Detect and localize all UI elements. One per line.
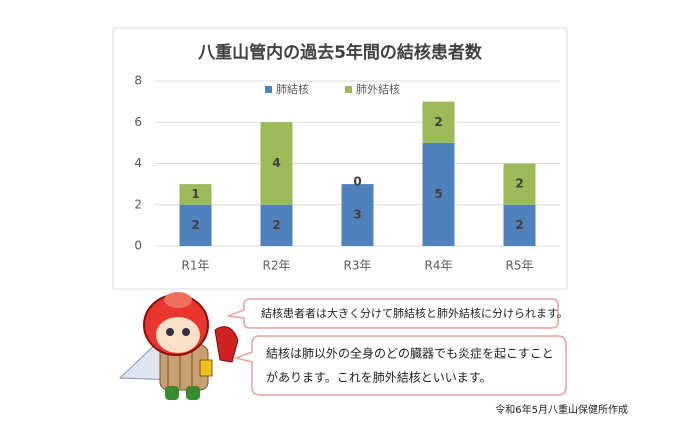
note-text: 結核は肺以外の全身のどの臓器でも炎症を起こすこと	[266, 346, 554, 361]
x-tick-label: R5年	[506, 259, 534, 273]
bar-segment	[341, 184, 374, 246]
y-tick-label: 6	[134, 115, 142, 129]
legend-swatch	[345, 86, 352, 93]
x-tick-label: R3年	[344, 259, 372, 273]
chart-title: 八重山管内の過去5年間の結核患者数	[198, 42, 483, 63]
data-label: 2	[272, 218, 280, 232]
data-label: 0	[353, 175, 361, 189]
data-label: 3	[353, 208, 361, 222]
legend-swatch	[265, 86, 272, 93]
note-text: があります。これを肺外結核といいます。	[266, 370, 492, 385]
mascot	[118, 292, 239, 400]
data-label: 2	[515, 177, 523, 191]
y-tick-label: 2	[134, 197, 142, 211]
data-label: 2	[434, 115, 442, 129]
x-tick-label: R1年	[182, 259, 210, 273]
speech-bubble	[227, 298, 559, 329]
bar-segment	[422, 142, 455, 246]
bar-segment	[503, 163, 536, 205]
y-tick-label: 8	[134, 74, 142, 88]
legend-label: 肺結核	[276, 82, 309, 96]
bar-segment	[179, 204, 212, 246]
note-text: 結核患者者は大きく分けて肺結核と肺外結核に分けられます。	[261, 306, 568, 320]
x-tick-label: R2年	[263, 259, 291, 273]
y-tick-label: 4	[134, 156, 142, 170]
data-label: 1	[191, 187, 199, 201]
y-tick-label: 0	[134, 239, 142, 253]
bar-segment	[503, 204, 536, 246]
legend-label: 肺外結核	[356, 82, 400, 96]
bar-segment	[260, 122, 293, 205]
data-label: 5	[434, 187, 442, 201]
bar-segment	[179, 184, 212, 205]
x-tick-label: R4年	[425, 259, 453, 273]
chart-frame	[112, 27, 568, 290]
speech-bubble	[233, 335, 567, 396]
footer: 令和6年5月八重山保健所作成	[495, 403, 628, 416]
bar-segment	[260, 204, 293, 246]
data-label: 4	[272, 156, 280, 170]
data-label: 2	[191, 218, 199, 232]
bar-segment	[422, 101, 455, 143]
data-label: 2	[515, 218, 523, 232]
